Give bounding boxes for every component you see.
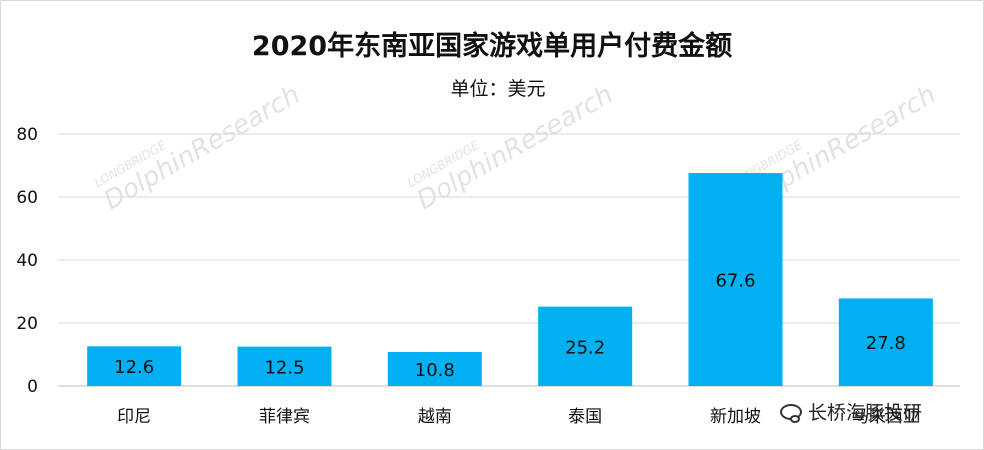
x-axis: 印尼 菲律宾 越南 泰国 新加坡 马来西亚: [117, 407, 920, 427]
x-category-label-1: 菲律宾: [259, 407, 310, 427]
y-tick-label-40: 40: [16, 251, 38, 271]
brand-text: 长桥海豚投研: [808, 402, 923, 424]
bar-2: [387, 351, 482, 386]
data-label-4: 67.6: [715, 271, 755, 292]
data-labels: 12.6 12.5 10.8 25.2 67.6 27.8: [114, 271, 906, 381]
data-label-0: 12.6: [114, 357, 154, 378]
data-label-1: 12.5: [264, 357, 304, 378]
y-tick-label-0: 0: [27, 377, 38, 397]
brand-badge: 长桥海豚投研: [780, 398, 922, 425]
x-category-label-5: 马来西亚: [852, 407, 920, 427]
y-axis: 0 20 40 60 80: [16, 125, 38, 397]
data-label-3: 25.2: [565, 337, 605, 358]
x-category-label-2: 越南: [418, 407, 452, 427]
x-category-label-4: 新加坡: [710, 407, 761, 427]
x-category-label-0: 印尼: [117, 407, 151, 427]
data-label-2: 10.8: [415, 360, 455, 381]
chart-subtitle: 单位：美元: [450, 78, 546, 100]
wechat-icon: [780, 403, 802, 423]
data-label-5: 27.8: [866, 333, 906, 354]
bar-3: [538, 306, 633, 386]
y-tick-label-80: 80: [16, 125, 38, 145]
gridlines: [58, 133, 960, 387]
x-category-label-3: 泰国: [568, 407, 602, 427]
y-tick-label-20: 20: [16, 314, 38, 334]
bar-0: [87, 346, 182, 386]
bar-4: [688, 173, 783, 386]
y-tick-label-60: 60: [16, 188, 38, 208]
chart-title: 2020年东南亚国家游戏单用户付费金额: [251, 31, 733, 62]
bar-1: [237, 346, 332, 386]
bar-5: [838, 298, 933, 386]
bars: [87, 173, 933, 386]
